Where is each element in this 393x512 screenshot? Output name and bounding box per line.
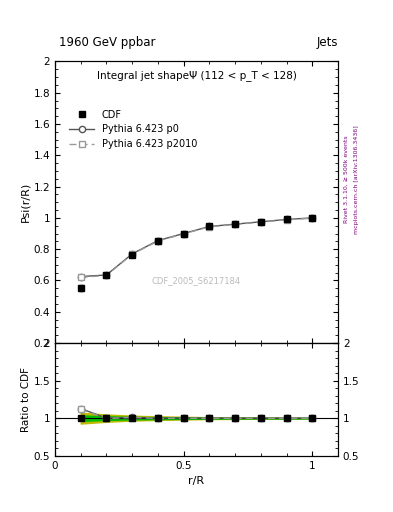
Text: Integral jet shapeΨ (112 < p_T < 128): Integral jet shapeΨ (112 < p_T < 128): [97, 70, 296, 81]
Y-axis label: Psi(r/R): Psi(r/R): [21, 182, 31, 222]
Y-axis label: Ratio to CDF: Ratio to CDF: [21, 367, 31, 432]
Text: Jets: Jets: [316, 36, 338, 49]
Legend: CDF, Pythia 6.423 p0, Pythia 6.423 p2010: CDF, Pythia 6.423 p0, Pythia 6.423 p2010: [66, 105, 201, 153]
Text: Rivet 3.1.10, ≥ 500k events: Rivet 3.1.10, ≥ 500k events: [344, 135, 349, 223]
Text: CDF_2005_S6217184: CDF_2005_S6217184: [152, 276, 241, 286]
Text: 1960 GeV ppbar: 1960 GeV ppbar: [59, 36, 156, 49]
Text: mcplots.cern.ch [arXiv:1306.3436]: mcplots.cern.ch [arXiv:1306.3436]: [354, 125, 359, 233]
X-axis label: r/R: r/R: [188, 476, 205, 486]
